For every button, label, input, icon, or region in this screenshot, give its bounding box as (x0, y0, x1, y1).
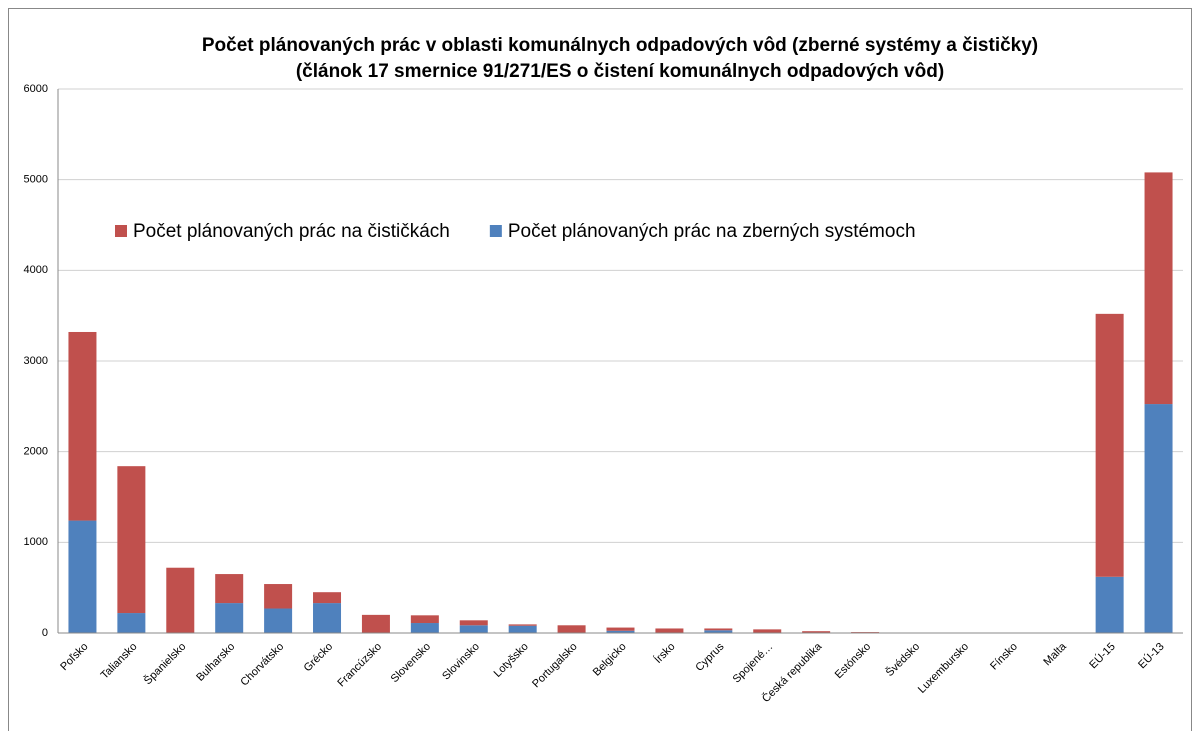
bar-segment (264, 608, 293, 633)
bar-segment (215, 574, 244, 604)
bar-segment (655, 628, 684, 633)
bar-segment (166, 567, 195, 633)
bar-segment (557, 625, 586, 633)
legend-swatch (489, 225, 502, 237)
bar-segment (410, 623, 439, 633)
bar-segment (606, 627, 635, 631)
y-tick-label: 3000 (24, 355, 48, 367)
bar-segment (753, 629, 782, 633)
y-tick-label: 4000 (24, 264, 48, 276)
bar-segment (410, 615, 439, 624)
bar-segment (117, 613, 146, 633)
bar-segment (1144, 172, 1173, 405)
bar-segment (704, 628, 733, 631)
y-tick-label: 5000 (24, 174, 48, 186)
legend-swatch (115, 225, 127, 237)
legend-label: Počet plánovaných prác na čističkách (133, 221, 450, 242)
chart-subtitle: (článok 17 smernice 91/271/ES o čistení … (296, 61, 944, 82)
chart-border (8, 8, 1192, 731)
bar-segment (704, 630, 733, 633)
bar-segment (802, 631, 831, 633)
bar-segment (459, 625, 488, 633)
bar-segment (361, 614, 390, 633)
bar-segment (68, 520, 97, 633)
y-tick-label: 0 (42, 627, 48, 639)
bar-segment (264, 584, 293, 609)
bar-segment (459, 620, 488, 626)
bar-segment (1095, 313, 1124, 577)
bar-segment (313, 592, 342, 604)
y-tick-label: 6000 (24, 83, 48, 95)
bar-segment (117, 466, 146, 614)
y-tick-label: 2000 (24, 446, 48, 458)
legend-label: Počet plánovaných prác na zberných systé… (508, 221, 916, 242)
bar-segment (215, 603, 244, 633)
bar-segment (1144, 404, 1173, 633)
bar-segment (68, 331, 97, 521)
bar-segment (1095, 576, 1124, 633)
bar-segment (508, 625, 537, 633)
chart-title: Počet plánovaných prác v oblasti komunál… (202, 35, 1038, 56)
bar-segment (313, 603, 342, 633)
bar-segment (606, 630, 635, 633)
y-tick-label: 1000 (24, 536, 48, 548)
bar-segment (508, 624, 537, 626)
